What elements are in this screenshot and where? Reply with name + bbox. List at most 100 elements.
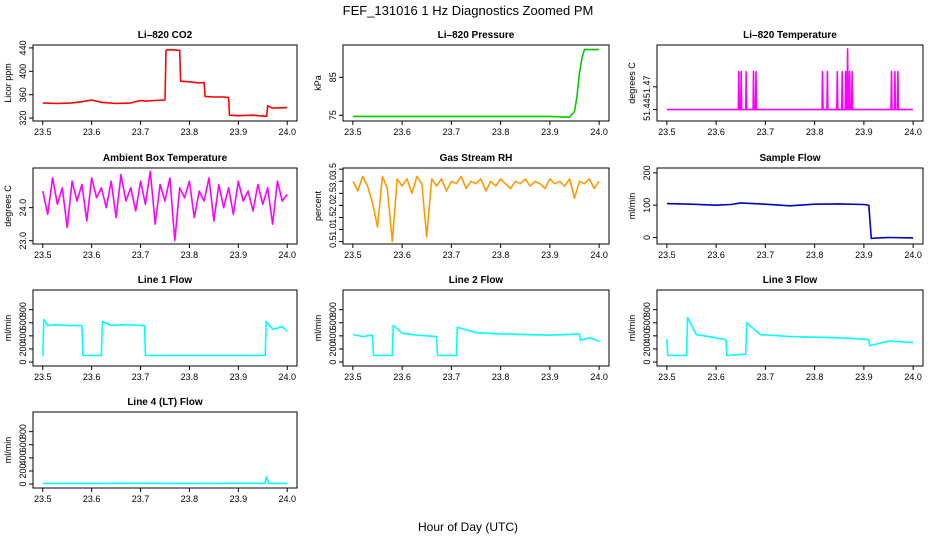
y-tick-label: 0	[642, 360, 652, 365]
y-tick-label: 800	[18, 302, 28, 317]
x-tick-label: 23.8	[806, 372, 824, 382]
x-tick-label: 23.5	[34, 494, 52, 504]
plot-frame	[656, 167, 924, 245]
y-axis-label: kPa	[313, 75, 323, 91]
panel-title: Li–820 Temperature	[743, 30, 837, 41]
y-axis-label: degrees C	[3, 185, 13, 227]
y-axis-label: ml/min	[627, 315, 637, 342]
plot-frame	[32, 44, 298, 122]
y-tick-label: 800	[328, 302, 338, 317]
x-tick-label: 23.9	[855, 372, 873, 382]
y-tick-label: 360	[18, 87, 28, 102]
x-tick-label: 24.0	[590, 250, 608, 260]
y-axis-label: degrees C	[627, 62, 637, 104]
x-tick-label: 23.7	[132, 127, 150, 137]
y-tick-label: 400	[18, 328, 28, 343]
x-tick-label: 23.7	[443, 372, 461, 382]
panel-title: Line 3 Flow	[763, 275, 818, 286]
panel-title: Ambient Box Temperature	[103, 153, 228, 164]
x-tick-label: 23.5	[658, 127, 676, 137]
y-tick-label: 0.5	[328, 235, 338, 248]
panel-title: Gas Stream RH	[440, 153, 513, 164]
y-axis-label: Licor ppm	[3, 63, 13, 103]
y-tick-label: 0	[642, 235, 652, 240]
y-tick-label: 100	[642, 198, 652, 213]
x-tick-label: 23.7	[757, 250, 775, 260]
panel-2: Li–820 Pressure 23.5 23.6 23.7 23.8 23.9 24.0 7…	[313, 30, 610, 137]
x-tick-label: 23.7	[132, 494, 150, 504]
x-tick-label: 23.6	[707, 250, 725, 260]
x-tick-label: 23.7	[443, 250, 461, 260]
panel-4: Ambient Box Temperature 23.5 23.6 23.7 23.8 2…	[3, 153, 298, 260]
x-tick-label: 24.0	[278, 494, 296, 504]
panel-6: Sample Flow 23.5 23.6 23.7 23.8 23.9 24.0 0 100 2…	[627, 153, 924, 260]
x-tick-label: 23.8	[492, 250, 510, 260]
x-tick-label: 24.0	[278, 250, 296, 260]
y-tick-label: 400	[328, 328, 338, 343]
panel-title: Li–820 Pressure	[438, 30, 515, 41]
x-tick-label: 23.6	[83, 127, 101, 137]
y-tick-label: 320	[18, 111, 28, 126]
x-tick-label: 23.6	[393, 127, 411, 137]
x-tick-label: 23.9	[230, 250, 248, 260]
y-axis-label: ml/min	[3, 315, 13, 342]
y-tick-label: 75	[328, 110, 338, 120]
y-tick-label: 200	[328, 341, 338, 356]
plot-frame	[32, 167, 298, 245]
x-tick-label: 23.7	[132, 250, 150, 260]
x-tick-label: 23.7	[132, 372, 150, 382]
y-axis-label: percent	[313, 190, 323, 221]
panel-7: Line 1 Flow 23.5 23.6 23.7 23.8 23.9 24.0 0 2004…	[3, 275, 298, 382]
x-tick-label: 23.6	[83, 250, 101, 260]
y-tick-label: 2.5	[328, 187, 338, 200]
series-line	[42, 48, 288, 118]
x-tick-label: 23.6	[83, 372, 101, 382]
x-tick-label: 23.5	[34, 250, 52, 260]
y-tick-label: 600	[642, 315, 652, 330]
panel-title: Line 2 Flow	[449, 275, 504, 286]
y-tick-label: 3.5	[328, 163, 338, 176]
plot-frame	[342, 289, 610, 367]
y-tick-label: 2.0	[328, 199, 338, 212]
series-line	[666, 47, 914, 111]
x-tick-label: 23.7	[443, 127, 461, 137]
plot-frame	[342, 167, 610, 245]
y-axis-label: ml/min	[627, 193, 637, 220]
x-tick-label: 23.8	[492, 372, 510, 382]
y-tick-label: 3.0	[328, 175, 338, 188]
plot-frame	[656, 289, 924, 367]
y-tick-label: 200	[18, 341, 28, 356]
series-line	[352, 48, 600, 118]
series-line	[352, 175, 600, 243]
y-tick-label: 600	[18, 437, 28, 452]
x-tick-label: 24.0	[904, 127, 922, 137]
x-tick-label: 23.5	[658, 372, 676, 382]
plot-frame	[32, 289, 298, 367]
series-line	[352, 324, 600, 357]
x-tick-label: 23.6	[83, 494, 101, 504]
x-tick-label: 23.5	[344, 372, 362, 382]
series-line	[666, 202, 914, 240]
y-tick-label: 23.0	[18, 232, 28, 250]
x-tick-label: 23.5	[344, 250, 362, 260]
y-tick-label: 600	[18, 315, 28, 330]
y-tick-label: 600	[328, 315, 338, 330]
x-tick-label: 23.9	[230, 372, 248, 382]
x-tick-label: 23.8	[492, 127, 510, 137]
series-line	[42, 318, 288, 357]
plot-frame	[342, 44, 610, 122]
x-tick-label: 23.6	[707, 372, 725, 382]
x-tick-label: 23.6	[393, 372, 411, 382]
y-tick-label: 51.47	[642, 76, 652, 99]
x-tick-label: 24.0	[278, 127, 296, 137]
y-tick-label: 400	[18, 450, 28, 465]
panel-8: Line 2 Flow 23.5 23.6 23.7 23.8 23.9 24.0 0 2004…	[313, 275, 610, 382]
series-line	[666, 316, 914, 357]
y-tick-label: 1.0	[328, 223, 338, 236]
x-tick-label: 23.9	[230, 494, 248, 504]
x-tick-label: 24.0	[590, 127, 608, 137]
x-tick-label: 23.9	[855, 127, 873, 137]
figure-title: FEF_131016 1 Hz Diagnostics Zoomed PM	[343, 3, 594, 18]
x-tick-label: 23.8	[181, 250, 199, 260]
